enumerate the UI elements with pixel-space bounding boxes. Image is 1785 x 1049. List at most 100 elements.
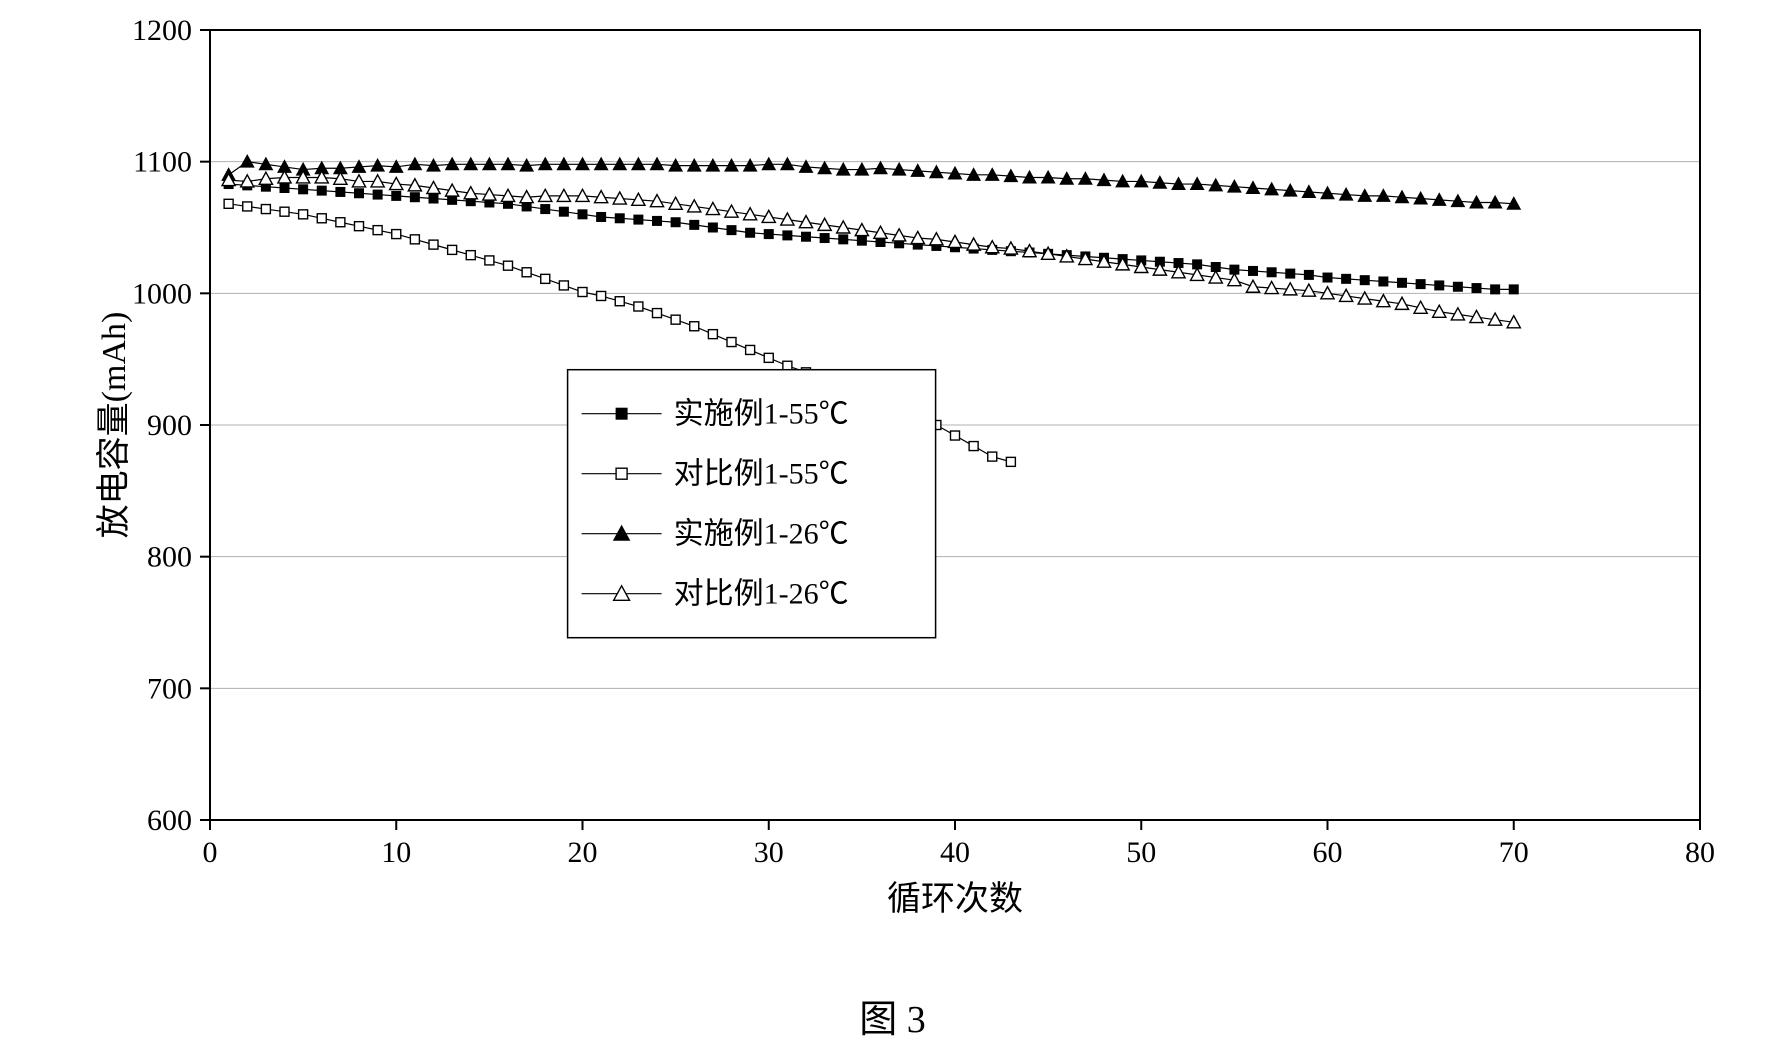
x-tick-label: 80 (1685, 836, 1715, 869)
x-axis-label: 循环次数 (887, 880, 1023, 918)
marker-square-open (224, 199, 233, 208)
marker-square-open (746, 345, 755, 354)
y-axis-label: 放电容量(mAh) (95, 312, 133, 539)
marker-square-open (727, 338, 736, 347)
legend-label: 实施例1-26℃ (674, 518, 849, 551)
marker-square-open (410, 235, 419, 244)
x-tick-label: 20 (568, 836, 598, 869)
marker-square-filled (1360, 276, 1369, 285)
marker-square-filled (727, 226, 736, 235)
marker-square-filled (317, 186, 326, 195)
y-tick-label: 1100 (133, 146, 192, 179)
marker-square-filled (746, 228, 755, 237)
marker-square-open (448, 245, 457, 254)
marker-square-open (616, 468, 627, 479)
marker-square-open (355, 222, 364, 231)
marker-square-filled (597, 212, 606, 221)
marker-square-filled (1379, 277, 1388, 286)
x-tick-label: 30 (754, 836, 784, 869)
marker-square-filled (1304, 270, 1313, 279)
marker-square-open (969, 442, 978, 451)
marker-square-open (578, 288, 587, 297)
marker-square-filled (1286, 269, 1295, 278)
marker-square-filled (690, 220, 699, 229)
y-tick-label: 600 (147, 804, 192, 837)
chart-container: 0102030405060708060070080090010001100120… (90, 10, 1730, 930)
marker-square-filled (1509, 285, 1518, 294)
marker-square-filled (857, 236, 866, 245)
marker-square-filled (839, 235, 848, 244)
legend-label: 对比例1-55℃ (674, 458, 849, 491)
marker-square-open (317, 214, 326, 223)
marker-square-open (336, 218, 345, 227)
x-tick-label: 0 (203, 836, 218, 869)
marker-square-open (243, 202, 252, 211)
marker-square-filled (634, 215, 643, 224)
marker-square-open (764, 353, 773, 362)
marker-square-open (261, 205, 270, 214)
marker-square-open (299, 210, 308, 219)
marker-square-filled (1416, 280, 1425, 289)
marker-square-filled (1435, 281, 1444, 290)
marker-square-filled (671, 218, 680, 227)
marker-square-filled (299, 185, 308, 194)
marker-square-open (559, 281, 568, 290)
marker-square-filled (336, 187, 345, 196)
marker-square-open (466, 251, 475, 260)
marker-square-open (392, 230, 401, 239)
figure-caption: 图 3 (0, 988, 1785, 1043)
marker-square-filled (559, 207, 568, 216)
marker-square-filled (410, 193, 419, 202)
marker-square-open (653, 309, 662, 318)
marker-square-filled (1323, 273, 1332, 282)
marker-square-open (1006, 457, 1015, 466)
marker-square-filled (1472, 284, 1481, 293)
marker-square-open (671, 315, 680, 324)
marker-square-filled (1249, 266, 1258, 275)
marker-square-open (783, 361, 792, 370)
marker-square-filled (820, 234, 829, 243)
y-tick-label: 1200 (132, 14, 192, 47)
y-tick-label: 900 (147, 409, 192, 442)
marker-square-filled (1342, 274, 1351, 283)
marker-square-filled (764, 230, 773, 239)
marker-square-open (634, 302, 643, 311)
marker-square-filled (653, 216, 662, 225)
x-tick-label: 60 (1313, 836, 1343, 869)
chart-svg: 0102030405060708060070080090010001100120… (90, 10, 1730, 930)
x-tick-label: 40 (940, 836, 970, 869)
marker-square-filled (578, 210, 587, 219)
marker-square-open (597, 291, 606, 300)
y-tick-label: 700 (147, 672, 192, 705)
marker-square-open (690, 322, 699, 331)
marker-square-open (485, 256, 494, 265)
x-tick-label: 50 (1126, 836, 1156, 869)
legend: 实施例1-55℃ 对比例1-55℃ 实施例1-26℃ 对比例1-26℃ (568, 370, 936, 638)
marker-square-filled (373, 190, 382, 199)
marker-square-filled (355, 189, 364, 198)
x-tick-label: 10 (381, 836, 411, 869)
marker-square-open (373, 226, 382, 235)
marker-square-filled (392, 191, 401, 200)
marker-square-filled (1453, 282, 1462, 291)
marker-square-open (708, 330, 717, 339)
marker-square-open (429, 240, 438, 249)
marker-square-open (280, 207, 289, 216)
marker-square-open (504, 261, 513, 270)
marker-square-filled (429, 194, 438, 203)
marker-square-open (951, 431, 960, 440)
x-tick-label: 70 (1499, 836, 1529, 869)
marker-square-filled (616, 408, 627, 419)
marker-square-filled (783, 231, 792, 240)
marker-square-filled (1491, 285, 1500, 294)
marker-square-filled (541, 205, 550, 214)
marker-square-open (522, 268, 531, 277)
y-tick-label: 800 (147, 541, 192, 574)
legend-label: 对比例1-26℃ (674, 578, 849, 611)
marker-square-open (988, 452, 997, 461)
marker-square-filled (280, 184, 289, 193)
marker-square-filled (708, 223, 717, 232)
legend-label: 实施例1-55℃ (674, 398, 849, 431)
marker-square-filled (1267, 268, 1276, 277)
marker-square-open (615, 297, 624, 306)
